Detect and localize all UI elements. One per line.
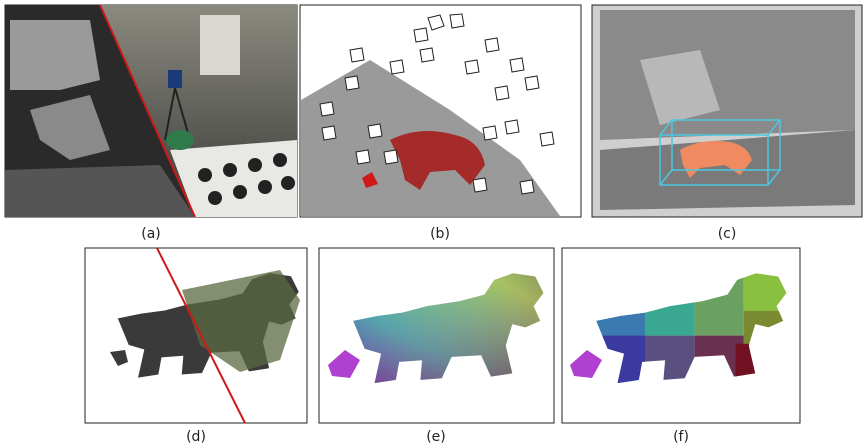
panel-c <box>592 5 862 217</box>
panel-f <box>562 248 800 423</box>
camera <box>168 70 182 88</box>
door <box>200 15 240 75</box>
panel-a <box>5 5 297 217</box>
figure: (a) (b) (c) (d) (e) (f) <box>0 0 868 447</box>
panel-label: (b) <box>430 226 450 242</box>
panel-e <box>319 248 554 423</box>
panel-label: (a) <box>141 226 161 242</box>
panel-label: (f) <box>673 429 689 445</box>
panel-label: (d) <box>186 429 206 445</box>
panel-d <box>85 248 307 423</box>
panel-label: (c) <box>718 226 737 242</box>
panel-label: (e) <box>426 429 446 445</box>
toy-tiger <box>166 130 194 150</box>
page: (a) (b) (c) (d) (e) (f) (() => { const d… <box>0 0 868 447</box>
panel-b <box>300 5 581 217</box>
depth-blob <box>10 20 100 90</box>
